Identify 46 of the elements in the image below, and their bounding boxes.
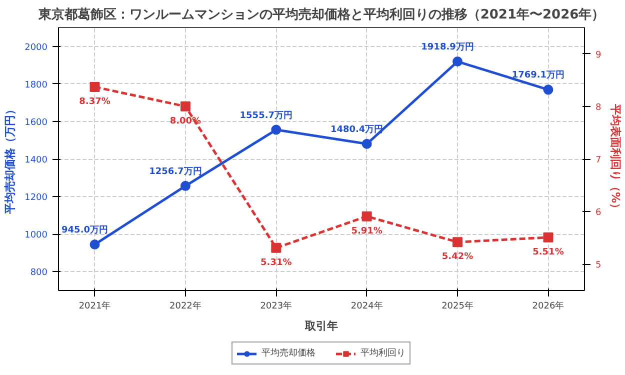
x-tick-label: 2026年 (532, 300, 564, 312)
point (362, 138, 372, 149)
point (180, 101, 190, 112)
y2-tick-label: 5 (596, 260, 602, 271)
y-tick-label: 1600 (24, 118, 48, 128)
y-tick-label: 800 (30, 268, 48, 278)
y2-tick-label: 8 (596, 102, 602, 113)
data-label: 5.42% (442, 252, 474, 262)
x-tick-label: 2025年 (442, 300, 474, 312)
data-label: 5.91% (351, 226, 382, 236)
y-tick-label: 1400 (24, 156, 48, 166)
y2-axis-title: 平均表面利回り（%） (609, 102, 622, 214)
data-label: 1918.9万円 (421, 42, 474, 53)
point (452, 56, 463, 67)
y-tick-label: 1800 (24, 80, 48, 90)
data-label: 1555.7万円 (240, 110, 293, 121)
legend-label: 平均売却価格 (262, 347, 316, 360)
y-tick-label: 1000 (24, 230, 48, 241)
y2-tick-label: 9 (596, 50, 602, 60)
x-tick-label: 2021年 (78, 300, 111, 312)
data-label: 945.0万円 (62, 224, 108, 236)
point (271, 242, 282, 253)
point (543, 84, 554, 95)
point (90, 239, 100, 250)
y2-tick-label: 6 (596, 208, 602, 218)
y-tick-label: 1200 (24, 193, 48, 204)
data-label: 8.37% (79, 96, 110, 107)
y2-tick-label: 7 (596, 156, 602, 166)
x-tick-label: 2024年 (350, 300, 383, 312)
y-tick-label: 2000 (24, 42, 48, 53)
point (362, 211, 372, 222)
data-label: 5.31% (260, 258, 292, 268)
y-axis-title: 平均売却価格（万円） (4, 104, 17, 215)
chart-title: 東京都葛飾区：ワンルームマンションの平均売却価格と平均利回りの推移（2021年〜2026年） (37, 6, 605, 22)
data-label: 5.51% (532, 247, 564, 258)
x-tick-label: 2023年 (260, 300, 292, 312)
data-label: 1256.7万円 (149, 166, 202, 177)
point (271, 124, 282, 135)
legend-label: 平均利回り (360, 347, 406, 360)
point (90, 82, 100, 92)
data-label: 1769.1万円 (512, 70, 565, 81)
point (180, 180, 190, 191)
x-axis-title: 取引年 (304, 320, 338, 332)
x-tick-label: 2022年 (170, 300, 202, 312)
point (543, 232, 554, 242)
point (452, 237, 463, 248)
